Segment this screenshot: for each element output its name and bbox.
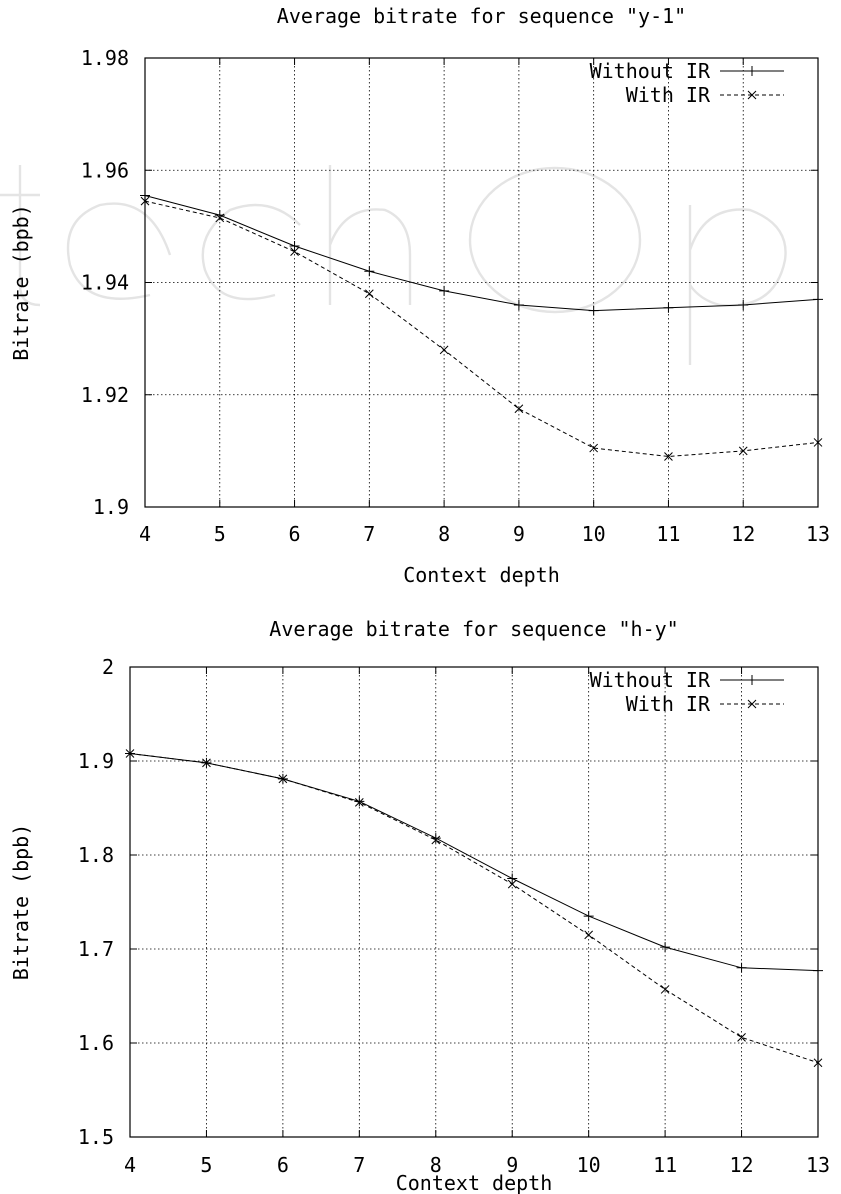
y-tick-label: 1.96 <box>81 158 129 182</box>
chart-title: Average bitrate for sequence "y-1" <box>277 4 686 28</box>
x-tick-label: 6 <box>277 1153 289 1177</box>
series-1 <box>140 190 823 316</box>
x-axis-label: Context depth <box>396 1171 553 1194</box>
legend-marker <box>747 66 757 76</box>
data-point <box>513 299 524 310</box>
data-point <box>364 289 374 299</box>
data-point <box>140 190 150 201</box>
x-tick-label: 5 <box>214 522 226 546</box>
legend-marker <box>747 90 757 100</box>
x-tick-label: 12 <box>731 522 755 546</box>
y-tick-label: 1.5 <box>78 1125 114 1149</box>
x-tick-label: 7 <box>353 1153 365 1177</box>
x-tick-label: 5 <box>200 1153 212 1177</box>
x-tick-label: 13 <box>806 1153 830 1177</box>
data-point <box>354 798 364 807</box>
data-point <box>738 446 748 456</box>
data-point <box>589 443 599 453</box>
data-point <box>290 247 299 256</box>
series-line <box>129 752 819 972</box>
y-tick-label: 1.8 <box>78 843 114 867</box>
data-point <box>125 749 135 758</box>
x-tick-label: 12 <box>730 1153 754 1177</box>
x-tick-label: 11 <box>653 1153 677 1177</box>
series-line <box>129 752 819 1064</box>
plot-frame <box>129 666 819 1138</box>
y-axis-label: Bitrate (bpb) <box>9 204 33 361</box>
series-line <box>144 195 819 312</box>
legend-label: Without IR <box>590 668 711 692</box>
data-point <box>364 266 375 277</box>
data-point <box>737 1033 746 1042</box>
data-point <box>202 758 211 768</box>
x-tick-label: 13 <box>806 522 830 546</box>
data-point <box>507 873 518 884</box>
x-tick-label: 4 <box>124 1153 136 1177</box>
data-point <box>439 345 449 355</box>
chart-title: Average bitrate for sequence "h-y" <box>269 617 678 641</box>
data-point <box>289 241 300 252</box>
data-point <box>507 879 517 889</box>
data-point <box>140 196 150 206</box>
data-point <box>813 1058 823 1068</box>
data-point <box>660 985 670 994</box>
series-line <box>144 200 819 457</box>
legend-marker <box>747 699 757 709</box>
legend-label: With IR <box>626 83 711 107</box>
data-point <box>278 774 288 784</box>
legend-label: Without IR <box>590 59 711 83</box>
y-tick-label: 1.9 <box>93 495 129 519</box>
data-point <box>813 438 823 447</box>
data-point <box>813 294 823 305</box>
y-tick-label: 1.9 <box>78 749 114 773</box>
data-point <box>738 299 749 310</box>
x-tick-label: 8 <box>438 522 450 546</box>
y-tick-label: 1.94 <box>81 271 129 295</box>
x-tick-label: 10 <box>577 1153 601 1177</box>
series-2 <box>140 196 823 461</box>
data-point <box>664 452 673 461</box>
y-tick-label: 1.92 <box>81 383 129 407</box>
data-point <box>514 404 524 414</box>
data-point <box>431 835 441 845</box>
x-tick-label: 7 <box>363 522 375 546</box>
series-2 <box>125 749 823 1068</box>
x-axis-label: Context depth <box>403 563 560 587</box>
y-tick-label: 1.7 <box>78 937 114 961</box>
watermark-logo <box>0 165 787 365</box>
x-tick-label: 8 <box>430 1153 442 1177</box>
chart-2: 4 5 6 7 8 9 10 11 12 13 1.5 1.6 1.7 1.8 1.9 2 Average bi… <box>9 617 830 1194</box>
data-point <box>583 911 594 922</box>
data-point <box>439 285 450 296</box>
data-point <box>663 302 674 313</box>
data-point <box>588 305 599 316</box>
x-tick-label: 4 <box>139 522 151 546</box>
x-tick-label: 11 <box>656 522 680 546</box>
data-point <box>584 930 594 940</box>
x-tick-label: 9 <box>513 522 525 546</box>
data-point <box>736 962 747 973</box>
y-axis-label: Bitrate (bpb) <box>9 824 33 981</box>
x-tick-label: 9 <box>506 1153 518 1177</box>
data-point <box>660 942 671 953</box>
data-point <box>215 213 225 223</box>
legend-label: With IR <box>626 692 711 716</box>
chart-1: 4 5 6 7 8 9 10 11 12 13 1.9 1.92 1.94 1.96 1.98 Average… <box>9 4 830 587</box>
x-tick-label: 6 <box>289 522 301 546</box>
y-tick-label: 1.98 <box>81 46 129 70</box>
legend-marker <box>747 675 757 685</box>
y-tick-label: 1.6 <box>78 1031 114 1055</box>
y-tick-label: 2 <box>102 655 114 679</box>
plots: 4 5 6 7 8 9 10 11 12 131.91.921.941.961.98Average… <box>9 4 830 1194</box>
x-tick-label: 10 <box>582 522 606 546</box>
series-1 <box>125 748 823 976</box>
data-point <box>813 965 823 976</box>
